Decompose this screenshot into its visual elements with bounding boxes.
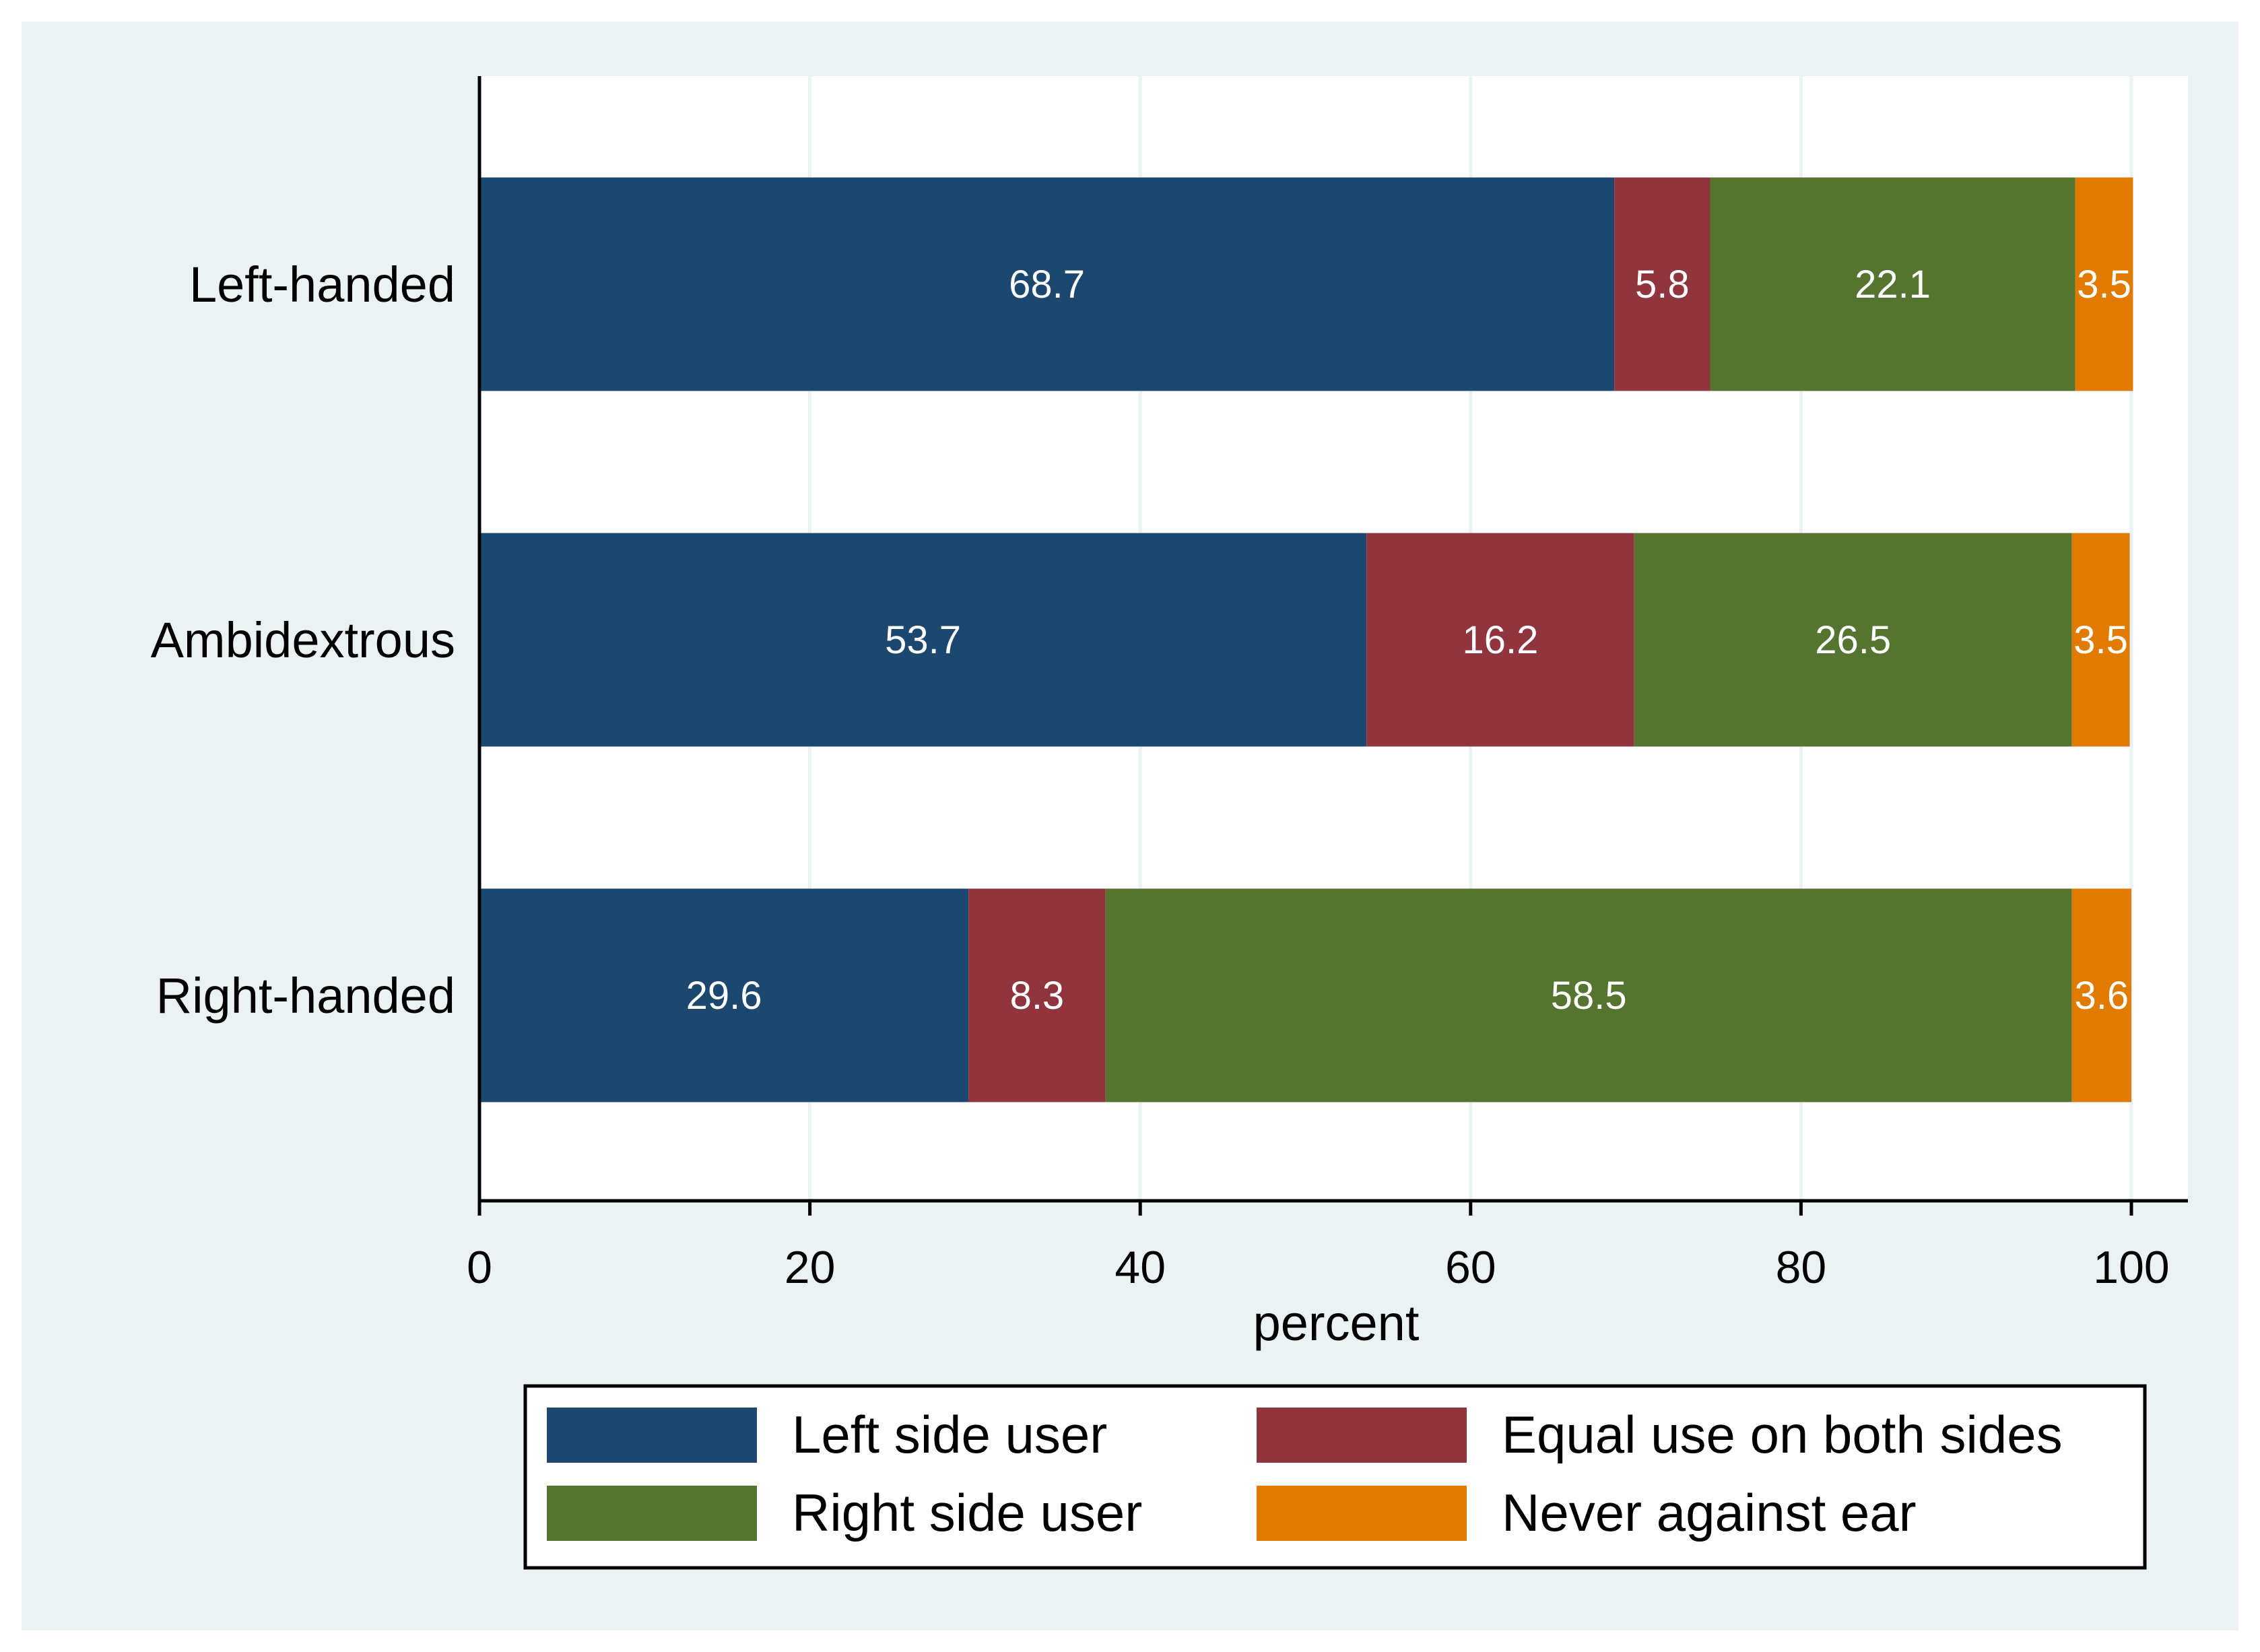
data-label: 68.7	[1009, 263, 1085, 306]
legend: Left side user Equal use on both sides Rig…	[523, 1384, 2147, 1570]
data-label: 3.5	[2073, 618, 2128, 662]
legend-swatch	[547, 1486, 757, 1541]
data-label: 26.5	[1815, 618, 1891, 662]
category-label: Ambidextrous	[151, 612, 455, 668]
bar-segment	[968, 888, 1106, 1102]
bar-segment	[2075, 177, 2133, 391]
bar-segment	[479, 177, 1615, 391]
x-axis-title: percent	[1253, 1295, 1420, 1351]
legend-label: Right side user	[792, 1483, 1142, 1542]
data-label: 58.5	[1551, 974, 1627, 1018]
data-label: 5.8	[1635, 263, 1690, 306]
data-label: 8.3	[1010, 974, 1065, 1018]
data-label: 29.6	[686, 974, 762, 1018]
bar-segment	[479, 888, 969, 1102]
bar-segment	[2071, 888, 2131, 1102]
axes	[477, 76, 2188, 1203]
bar-segment	[1614, 177, 1710, 391]
data-label: 3.6	[2075, 974, 2129, 1018]
data-label: 16.2	[1463, 618, 1539, 662]
data-label: 53.7	[885, 618, 961, 662]
bars: 68.7 5.8 22.1 3.5 53.7 16.2 26.5 3.5 29.6 8.3 58.5…	[479, 177, 2133, 1102]
x-tick-label: 20	[785, 1242, 836, 1293]
bar-segment	[1634, 533, 2072, 747]
x-tick-label: 0	[467, 1242, 492, 1293]
bar-segment	[1710, 177, 2075, 391]
legend-swatch	[1257, 1486, 1467, 1541]
x-tick-label: 40	[1115, 1242, 1166, 1293]
x-tick-label: 80	[1776, 1242, 1827, 1293]
category-label: Left-handed	[189, 257, 455, 312]
bar-segment	[479, 533, 1367, 747]
bar-segment	[1366, 533, 1634, 747]
data-label: 3.5	[2077, 263, 2131, 306]
legend-label: Left side user	[792, 1405, 1107, 1464]
legend-label: Never against ear	[1502, 1483, 1917, 1542]
x-axis-ticks: 0 20 40 60 80 100	[467, 1201, 2170, 1293]
category-labels: Left-handed Ambidextrous Right-handed	[151, 257, 455, 1024]
category-label: Right-handed	[156, 968, 455, 1024]
legend-swatch	[1257, 1408, 1467, 1463]
legend-swatch	[547, 1408, 757, 1463]
x-tick-label: 100	[2093, 1242, 2169, 1293]
data-label: 22.1	[1855, 263, 1931, 306]
x-tick-label: 60	[1445, 1242, 1496, 1293]
bar-segment	[2071, 533, 2130, 747]
legend-label: Equal use on both sides	[1502, 1405, 2063, 1464]
bar-segment	[1105, 888, 2072, 1102]
